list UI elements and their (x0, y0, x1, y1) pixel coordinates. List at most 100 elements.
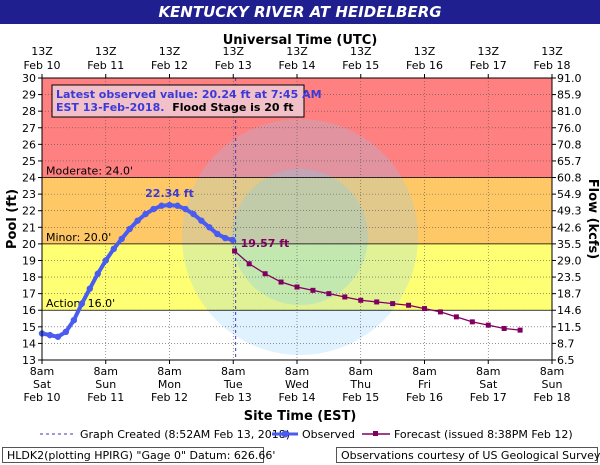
legend-created-label: Graph Created (8:52AM Feb 13, 2018) (80, 428, 290, 441)
observed-point (110, 245, 117, 253)
bottom-tick-date: Feb 16 (406, 391, 443, 404)
bottom-tick-date: Feb 14 (279, 391, 316, 404)
forecast-point (326, 291, 332, 297)
observed-point (150, 205, 157, 213)
right-axis-ticks: 6.5 8.7 11.5 14.6 18.7 23.5 29.0 35.5 42.6 49.3 54… (552, 72, 582, 367)
forecast-point (390, 301, 396, 307)
forecast-point (278, 279, 284, 285)
bottom-tick-date: Feb 12 (151, 391, 188, 404)
top-tick-date: Feb 10 (24, 59, 61, 72)
bottom-tick-day: Fri (418, 378, 431, 391)
peak-value-label: 22.34 ft (145, 187, 194, 200)
top-tick-date: Feb 17 (470, 59, 507, 72)
bottom-tick-day: Thu (349, 378, 371, 391)
forecast-point (294, 284, 300, 290)
bottom-tick-time: 8am (94, 365, 118, 378)
observed-point (222, 234, 229, 242)
observed-point (158, 202, 165, 209)
observed-point (134, 217, 141, 224)
top-tick-label: 13Z (414, 45, 436, 58)
top-tick-date: Feb 13 (215, 59, 252, 72)
right-tick-label: 42.6 (557, 221, 582, 234)
right-tick-label: 91.0 (557, 72, 582, 85)
bottom-tick-date: Feb 11 (87, 391, 124, 404)
left-tick-label: 24 (22, 172, 36, 185)
right-tick-label: 35.5 (557, 238, 582, 251)
left-tick-label: 20 (22, 238, 36, 251)
latest-observed-line1: Latest observed value: 20.24 ft at 7:45 … (56, 88, 322, 101)
chart-title: KENTUCKY RIVER AT HEIDELBERG (0, 0, 600, 24)
top-tick-date: Feb 18 (534, 59, 571, 72)
band-label: Moderate: 24.0' (46, 165, 133, 178)
right-tick-label: 85.9 (557, 89, 582, 102)
left-tick-label: 30 (22, 72, 36, 85)
bottom-tick-day: Sun (95, 378, 116, 391)
bottom-tick-date: Feb 13 (215, 391, 252, 404)
left-tick-label: 27 (22, 122, 36, 135)
bottom-tick-date: Feb 17 (470, 391, 507, 404)
left-tick-label: 23 (22, 188, 36, 201)
left-tick-label: 15 (22, 321, 36, 334)
bottom-tick-time: 8am (285, 365, 309, 378)
latest-observed-date: EST 13-Feb-2018. (56, 101, 164, 114)
watermark-inner-circle (232, 169, 368, 305)
left-tick-label: 29 (22, 89, 36, 102)
observed-point (214, 230, 221, 238)
legend-forecast-marker (373, 431, 378, 436)
bottom-tick-day: Sun (542, 378, 563, 391)
top-tick-label: 13Z (31, 45, 53, 58)
observed-point (78, 300, 86, 307)
top-tick-label: 13Z (95, 45, 117, 58)
datum-footer: HLDK2(plotting HPIRG) "Gage 0" Datum: 62… (2, 447, 275, 463)
top-tick-label: 13Z (350, 45, 372, 58)
right-tick-label: 6.5 (557, 354, 575, 367)
forecast-point (232, 248, 238, 254)
bottom-axis-title: Site Time (EST) (244, 409, 357, 424)
left-tick-label: 13 (22, 354, 36, 367)
top-axis-title: Universal Time (UTC) (223, 33, 378, 48)
forecast-point (453, 314, 459, 320)
forecast-point (437, 309, 443, 315)
latest-observed-box (51, 84, 305, 118)
legend-observed-label: Observed (302, 428, 355, 441)
forecast-point (358, 297, 364, 303)
observed-point (126, 225, 133, 233)
forecast-point (374, 299, 380, 305)
observed-point (102, 257, 109, 264)
left-tick-label: 21 (22, 221, 36, 234)
forecast-start-label: 19.57 ft (241, 237, 290, 250)
bottom-tick-time: 8am (412, 365, 436, 378)
bottom-tick-time: 8am (221, 365, 245, 378)
bottom-tick-date: Feb 15 (342, 391, 379, 404)
bottom-tick-day: Wed (285, 378, 309, 391)
top-tick-label: 13Z (286, 45, 308, 58)
observed-point (174, 202, 181, 209)
bottom-tick-time: 8am (540, 365, 564, 378)
right-tick-label: 65.7 (557, 155, 582, 168)
top-tick-label: 13Z (541, 45, 563, 58)
forecast-point (262, 271, 268, 277)
bottom-tick-day: Sat (33, 378, 52, 391)
left-tick-label: 19 (22, 254, 36, 267)
band-label: Minor: 20.0' (46, 231, 111, 244)
top-tick-label: 13Z (222, 45, 244, 58)
forecast-point (517, 327, 523, 333)
forecast-point (485, 322, 491, 328)
forecast-point (342, 294, 348, 300)
right-tick-label: 70.8 (557, 138, 582, 151)
right-tick-label: 18.7 (557, 288, 582, 301)
observed-point (142, 210, 149, 218)
top-tick-label: 13Z (477, 45, 499, 58)
left-tick-label: 14 (22, 337, 36, 350)
observed-point (166, 201, 173, 209)
forecast-series (232, 248, 523, 333)
observed-point (118, 235, 125, 243)
flood-stage-note: Flood Stage is 20 ft (172, 101, 293, 114)
forecast-point (310, 287, 316, 293)
left-tick-label: 16 (22, 304, 36, 317)
top-tick-date: Feb 15 (342, 59, 379, 72)
right-tick-label: 54.9 (557, 188, 582, 201)
observed-point (46, 331, 54, 339)
